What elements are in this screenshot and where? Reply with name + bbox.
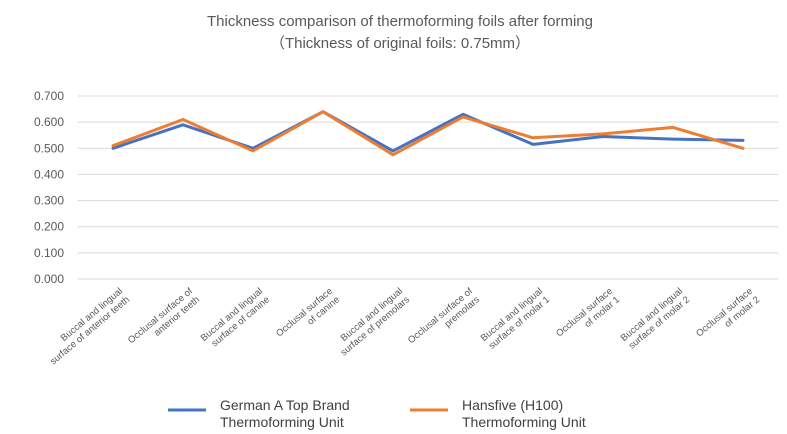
x-tick-label: Buccal and lingualsurface of molar 1 <box>479 286 552 352</box>
y-tick-label: 0.600 <box>34 115 64 129</box>
chart-subtitle: （Thickness of original foils: 0.75mm） <box>270 35 530 52</box>
x-tick-label: Buccal and lingualsurface of premolars <box>332 286 413 359</box>
y-tick-label: 0.000 <box>34 272 64 286</box>
data-point <box>252 150 254 152</box>
y-tick-label: 0.500 <box>34 141 64 155</box>
data-point <box>532 144 534 146</box>
y-axis-tick-labels: 0.000 0.100 0.200 0.300 0.400 0.500 0.600 0.700 <box>34 89 64 286</box>
x-tick-label: Occlusal surface ofanterior teeth <box>126 286 202 355</box>
data-point <box>392 154 394 156</box>
data-point <box>182 119 184 121</box>
legend: German A Top Brand Thermoforming Unit Hans… <box>168 397 586 430</box>
legend-label: Hansfive (H100) Thermoforming Unit <box>462 397 586 430</box>
data-point <box>182 124 184 126</box>
x-axis-category-labels: Buccal and lingualsurface of anterior te… <box>41 286 762 368</box>
data-point <box>742 148 744 150</box>
data-point <box>602 133 604 135</box>
x-tick-label: Occlusal surface ofpremolars <box>406 286 482 355</box>
data-point <box>462 114 464 116</box>
x-tick-label: Buccal and lingualsurface of anterior te… <box>41 286 132 367</box>
data-point <box>742 140 744 142</box>
y-tick-label: 0.100 <box>34 246 64 260</box>
data-point <box>602 136 604 138</box>
data-point <box>252 148 254 150</box>
data-point <box>672 138 674 140</box>
data-point <box>672 127 674 129</box>
x-tick-label: Buccal and lingualsurface of molar 2 <box>619 286 692 352</box>
data-point <box>112 148 114 150</box>
data-point <box>322 111 324 113</box>
x-tick-label: Buccal and lingualsurface of canine <box>199 286 272 352</box>
y-tick-label: 0.300 <box>34 194 64 208</box>
x-tick-label: Occlusal surfaceof canine <box>274 286 342 348</box>
x-tick-label: Occlusal surfaceof molar 1 <box>554 286 622 348</box>
data-point <box>112 145 114 147</box>
x-tick-label: Occlusal surfaceof molar 2 <box>694 286 762 348</box>
legend-label: German A Top Brand Thermoforming Unit <box>220 397 350 430</box>
y-tick-label: 0.400 <box>34 167 64 181</box>
y-tick-label: 0.200 <box>34 220 64 234</box>
data-point <box>392 150 394 152</box>
chart-title: Thickness comparison of thermoforming fo… <box>207 13 593 30</box>
data-point <box>462 116 464 118</box>
y-tick-label: 0.700 <box>34 89 64 103</box>
data-series <box>112 111 744 156</box>
data-point <box>532 137 534 139</box>
